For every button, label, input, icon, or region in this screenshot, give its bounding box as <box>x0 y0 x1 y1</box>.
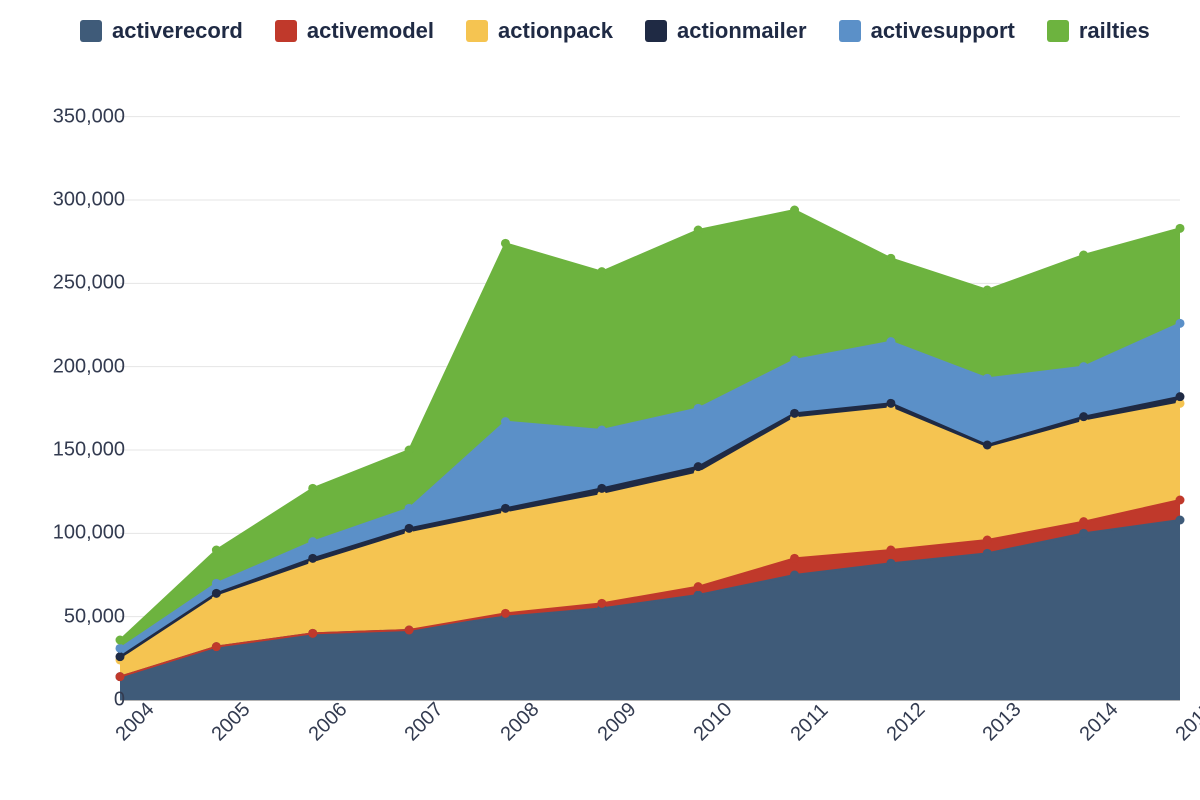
marker-actionmailer <box>116 652 125 661</box>
marker-activesupport <box>1079 362 1088 371</box>
marker-activesupport <box>597 426 606 435</box>
x-tick-label: 2010 <box>690 698 738 746</box>
x-tick-label: 2015 <box>1172 698 1200 746</box>
legend-item-actionpack[interactable]: actionpack <box>466 18 613 44</box>
x-tick-label: 2008 <box>497 698 545 746</box>
legend-item-activesupport[interactable]: activesupport <box>839 18 1015 44</box>
y-tick-label: 350,000 <box>53 105 125 128</box>
marker-activerecord <box>1176 516 1185 525</box>
marker-actionmailer <box>886 399 895 408</box>
legend-item-activemodel[interactable]: activemodel <box>275 18 434 44</box>
marker-actionmailer <box>694 462 703 471</box>
y-tick-label: 250,000 <box>53 272 125 295</box>
marker-railties <box>1176 224 1185 233</box>
marker-activemodel <box>116 672 125 681</box>
y-tick-label: 200,000 <box>53 355 125 378</box>
marker-activemodel <box>886 546 895 555</box>
marker-activemodel <box>1176 496 1185 505</box>
legend-swatch-railties <box>1047 20 1069 42</box>
marker-activemodel <box>694 582 703 591</box>
marker-activemodel <box>983 536 992 545</box>
marker-railties <box>405 446 414 455</box>
marker-activerecord <box>886 559 895 568</box>
marker-activemodel <box>1079 517 1088 526</box>
legend-item-actionmailer[interactable]: actionmailer <box>645 18 807 44</box>
plot-area <box>120 100 1180 700</box>
marker-actionmailer <box>501 504 510 513</box>
x-axis: 2004200520062007200820092010201120122013… <box>120 710 1180 780</box>
legend-swatch-activerecord <box>80 20 102 42</box>
y-tick-label: 0 <box>114 689 125 712</box>
marker-activerecord <box>790 571 799 580</box>
marker-actionmailer <box>1079 412 1088 421</box>
marker-actionmailer <box>790 409 799 418</box>
marker-activesupport <box>405 504 414 513</box>
y-tick-label: 100,000 <box>53 522 125 545</box>
marker-railties <box>694 226 703 235</box>
marker-actionmailer <box>597 484 606 493</box>
legend-swatch-actionmailer <box>645 20 667 42</box>
marker-activerecord <box>983 549 992 558</box>
marker-activemodel <box>597 599 606 608</box>
marker-activemodel <box>212 642 221 651</box>
legend-item-activerecord[interactable]: activerecord <box>80 18 243 44</box>
marker-railties <box>308 484 317 493</box>
marker-activemodel <box>308 629 317 638</box>
marker-activemodel <box>501 609 510 618</box>
legend-swatch-actionpack <box>466 20 488 42</box>
marker-railties <box>886 254 895 263</box>
legend-label-activesupport: activesupport <box>871 18 1015 44</box>
marker-railties <box>116 636 125 645</box>
marker-activesupport <box>1176 319 1185 328</box>
marker-activesupport <box>308 537 317 546</box>
x-tick-label: 2012 <box>882 698 930 746</box>
legend-item-railties[interactable]: railties <box>1047 18 1150 44</box>
x-tick-label: 2007 <box>401 698 449 746</box>
x-tick-label: 2006 <box>304 698 352 746</box>
marker-railties <box>597 267 606 276</box>
legend-swatch-activesupport <box>839 20 861 42</box>
legend: activerecord activemodel actionpack actionm… <box>80 18 1150 44</box>
legend-label-activerecord: activerecord <box>112 18 243 44</box>
marker-railties <box>1079 251 1088 260</box>
marker-activerecord <box>1079 529 1088 538</box>
y-tick-label: 50,000 <box>64 605 125 628</box>
marker-railties <box>983 286 992 295</box>
x-tick-label: 2005 <box>208 698 256 746</box>
marker-actionmailer <box>308 554 317 563</box>
marker-actionmailer <box>405 524 414 533</box>
legend-swatch-activemodel <box>275 20 297 42</box>
marker-actionmailer <box>212 589 221 598</box>
marker-activesupport <box>983 374 992 383</box>
marker-activesupport <box>694 404 703 413</box>
chart-container: activerecord activemodel actionpack actionm… <box>0 0 1200 800</box>
marker-activesupport <box>116 644 125 653</box>
legend-label-actionmailer: actionmailer <box>677 18 807 44</box>
marker-actionmailer <box>983 441 992 450</box>
x-tick-label: 2014 <box>1075 698 1123 746</box>
marker-activesupport <box>886 337 895 346</box>
marker-activerecord <box>694 591 703 600</box>
marker-activemodel <box>405 626 414 635</box>
marker-activesupport <box>790 356 799 365</box>
marker-actionmailer <box>1176 392 1185 401</box>
x-tick-label: 2009 <box>593 698 641 746</box>
y-tick-label: 300,000 <box>53 189 125 212</box>
plot-svg <box>120 100 1180 700</box>
marker-railties <box>790 206 799 215</box>
marker-railties <box>212 546 221 555</box>
x-tick-label: 2013 <box>979 698 1027 746</box>
legend-label-activemodel: activemodel <box>307 18 434 44</box>
marker-activesupport <box>501 417 510 426</box>
marker-activesupport <box>212 579 221 588</box>
y-tick-label: 150,000 <box>53 439 125 462</box>
legend-label-actionpack: actionpack <box>498 18 613 44</box>
marker-activemodel <box>790 554 799 563</box>
x-tick-label: 2011 <box>786 699 833 746</box>
legend-label-railties: railties <box>1079 18 1150 44</box>
marker-railties <box>501 239 510 248</box>
